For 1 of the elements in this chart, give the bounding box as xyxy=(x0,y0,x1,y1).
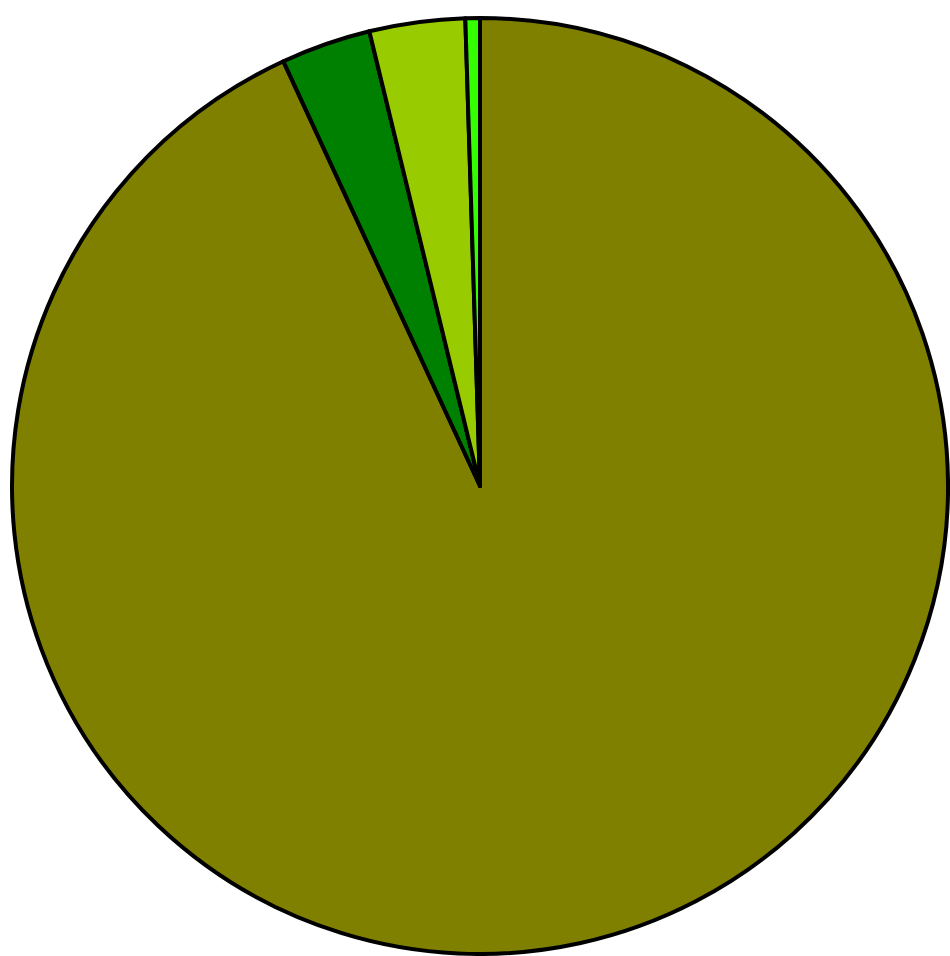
pie-slice xyxy=(10,16,950,956)
